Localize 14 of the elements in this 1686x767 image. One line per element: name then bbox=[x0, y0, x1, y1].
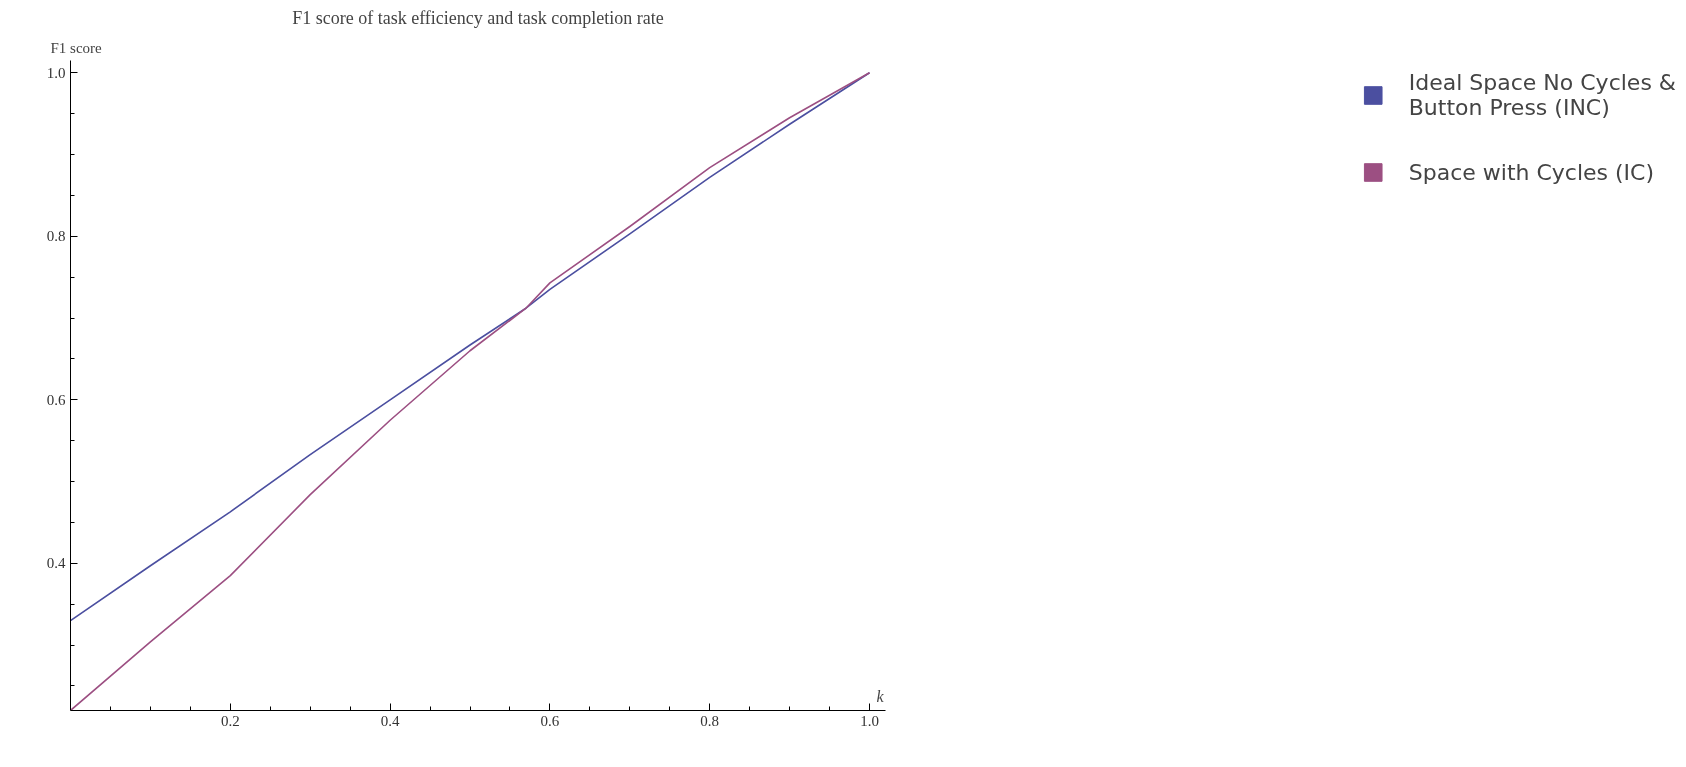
chart-title: F1 score of task efficiency and task completion rate bbox=[292, 7, 664, 28]
x-tick-label: 0.8 bbox=[700, 712, 720, 729]
x-tick-label: 0.2 bbox=[220, 712, 240, 729]
legend-label: Ideal Space No Cycles & Button Press (INC) bbox=[1408, 70, 1676, 120]
y-tick-label: 0.4 bbox=[46, 555, 66, 572]
x-tick-label: 0.6 bbox=[540, 712, 560, 729]
x-tick-label: 1.0 bbox=[860, 712, 879, 729]
x-tick-label: 0.4 bbox=[380, 712, 400, 729]
y-tick-label: 0.8 bbox=[46, 228, 66, 245]
y-axis-title: F1 score bbox=[50, 39, 103, 56]
legend-label: Space with Cycles (IC) bbox=[1408, 159, 1655, 185]
x-axis-title: k bbox=[876, 687, 885, 705]
y-tick-label: 0.6 bbox=[46, 391, 66, 408]
y-tick-label: 1.0 bbox=[46, 64, 66, 81]
